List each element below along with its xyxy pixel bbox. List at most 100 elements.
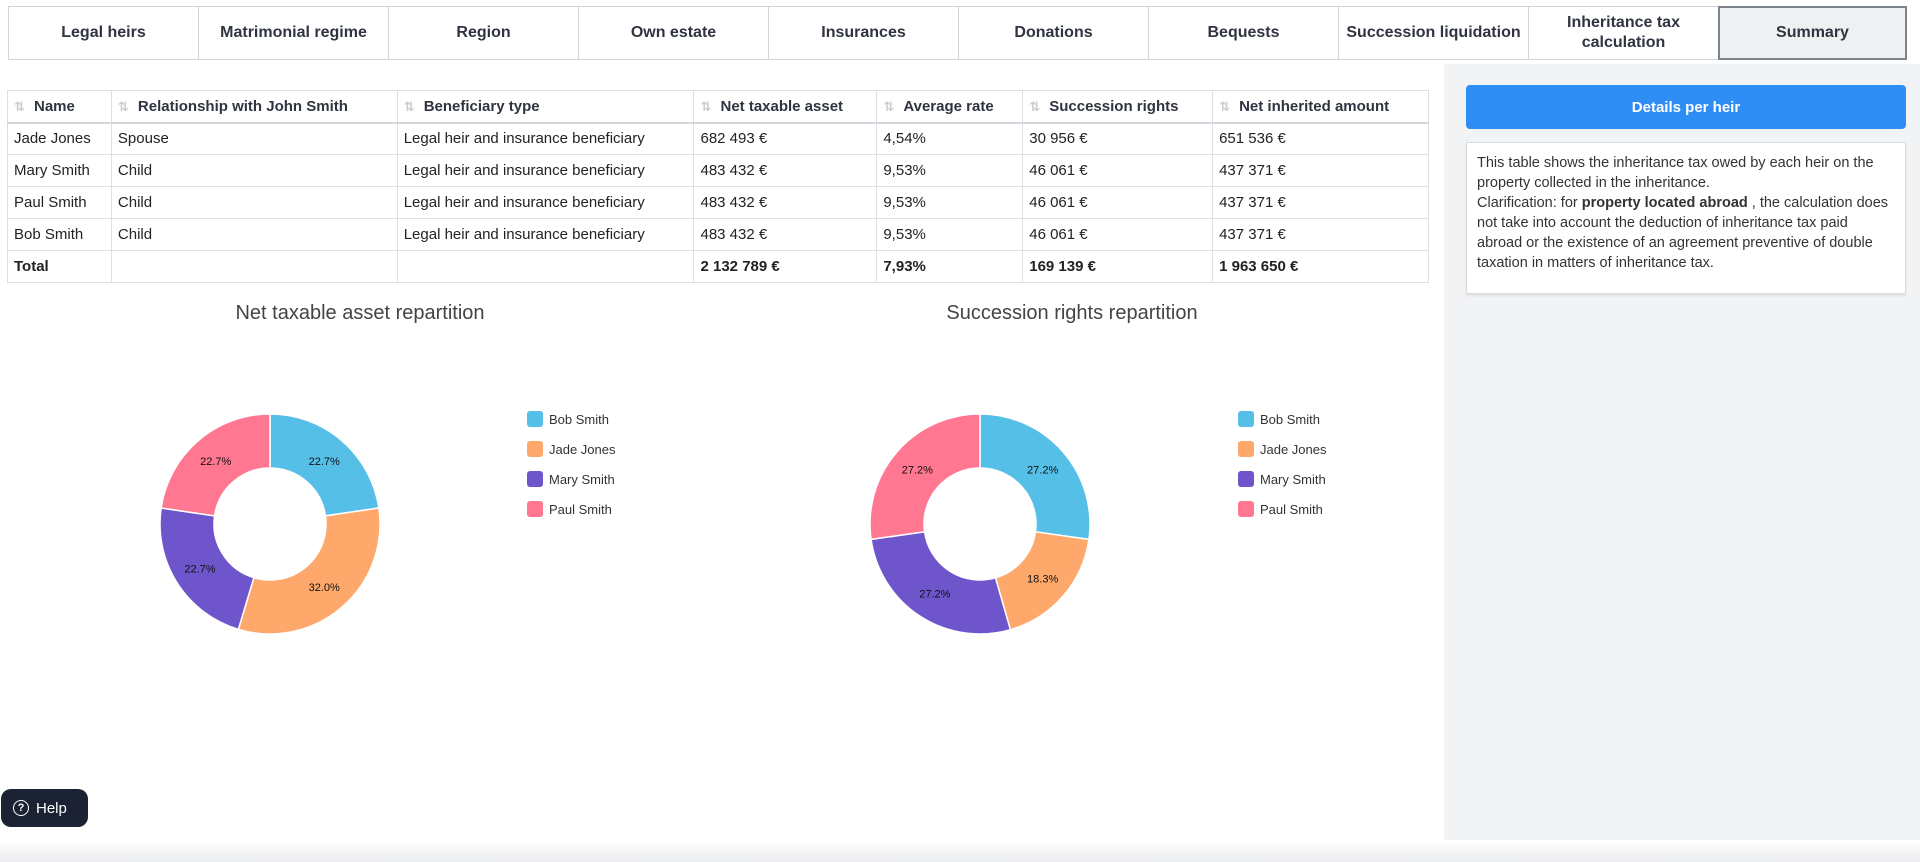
legend-label: Bob Smith bbox=[549, 411, 609, 427]
legend-item[interactable]: Bob Smith bbox=[1238, 404, 1327, 434]
legend-swatch bbox=[527, 471, 543, 487]
slice-value-label: 27.2% bbox=[919, 589, 950, 601]
tab-inheritance-tax-calculation[interactable]: Inheritance tax calculation bbox=[1528, 6, 1719, 60]
sort-icon[interactable]: ⇅ bbox=[1029, 98, 1040, 114]
legend-swatch bbox=[1238, 501, 1254, 517]
legend-label: Paul Smith bbox=[1260, 501, 1323, 517]
donut-slice-jade-jones[interactable] bbox=[237, 507, 381, 635]
table-cell: 682 493 € bbox=[693, 122, 878, 155]
chart-legend-net-taxable-asset: Bob Smith Jade Jones Mary Smith Paul Smi… bbox=[527, 404, 616, 524]
legend-item[interactable]: Bob Smith bbox=[527, 404, 616, 434]
donut-slice-bob-smith[interactable] bbox=[269, 413, 380, 517]
column-label: Beneficiary type bbox=[423, 97, 540, 115]
table-cell: 651 536 € bbox=[1212, 122, 1429, 155]
column-label: Succession rights bbox=[1049, 97, 1179, 115]
tab-region[interactable]: Region bbox=[388, 6, 579, 60]
legend-swatch bbox=[1238, 441, 1254, 457]
slice-value-label: 18.3% bbox=[1027, 573, 1058, 585]
donut-chart-net-taxable-asset: 22.7% 32.0% 22.7% 22.7% bbox=[159, 413, 381, 635]
column-label: Net taxable asset bbox=[720, 97, 844, 115]
table-cell: 4,54% bbox=[876, 122, 1024, 155]
tab-succession-liquidation[interactable]: Succession liquidation bbox=[1338, 6, 1529, 60]
column-header-beneficiary-type[interactable]: ⇅ Beneficiary type bbox=[396, 90, 695, 124]
sort-icon[interactable]: ⇅ bbox=[403, 98, 415, 114]
donut-slice-mary-smith[interactable] bbox=[159, 507, 255, 631]
table-cell: Legal heir and insurance beneficiary bbox=[396, 122, 695, 155]
donut-slice-bob-smith[interactable] bbox=[979, 413, 1091, 541]
slice-value-label: 22.7% bbox=[200, 456, 231, 468]
question-circle-icon: ? bbox=[13, 800, 29, 816]
sort-icon[interactable]: ⇅ bbox=[700, 98, 711, 114]
table-cell: 46 061 € bbox=[1022, 186, 1214, 219]
table-cell: Spouse bbox=[110, 122, 398, 155]
column-header-succession-rights[interactable]: ⇅ Succession rights bbox=[1022, 90, 1214, 124]
tab-matrimonial-regime[interactable]: Matrimonial regime bbox=[198, 6, 389, 60]
help-label: Help bbox=[36, 799, 67, 817]
table-row: Mary Smith Child Legal heir and insurance … bbox=[7, 154, 1429, 187]
table-cell: 437 371 € bbox=[1212, 154, 1429, 187]
table-cell bbox=[396, 250, 695, 283]
table-cell: 437 371 € bbox=[1212, 218, 1429, 251]
donut-slice-paul-smith[interactable] bbox=[869, 413, 981, 541]
table-cell bbox=[110, 250, 398, 283]
table-cell: 437 371 € bbox=[1212, 186, 1429, 219]
info-text-clarification: Clarification: for bbox=[1477, 195, 1582, 211]
column-header-net-inherited-amount[interactable]: ⇅ Net inherited amount bbox=[1212, 90, 1429, 124]
table-cell: 169 139 € bbox=[1022, 250, 1214, 283]
chart-legend-succession-rights: Bob Smith Jade Jones Mary Smith Paul Smi… bbox=[1238, 404, 1327, 524]
table-cell: Total bbox=[7, 250, 112, 283]
table-cell: 9,53% bbox=[876, 154, 1024, 187]
legend-item[interactable]: Mary Smith bbox=[1238, 464, 1327, 494]
legend-swatch bbox=[1238, 471, 1254, 487]
slice-value-label: 22.7% bbox=[309, 456, 340, 468]
help-button[interactable]: ? Help bbox=[1, 789, 88, 827]
sort-icon[interactable]: ⇅ bbox=[1219, 98, 1230, 114]
tab-insurances[interactable]: Insurances bbox=[768, 6, 959, 60]
slice-value-label: 22.7% bbox=[184, 564, 215, 576]
column-header-name[interactable]: ⇅ Name bbox=[7, 90, 112, 124]
slice-value-label: 27.2% bbox=[902, 465, 933, 477]
side-panel: Details per heir This table shows the in… bbox=[1444, 64, 1920, 862]
legend-label: Mary Smith bbox=[1260, 471, 1326, 487]
legend-item[interactable]: Jade Jones bbox=[527, 434, 616, 464]
legend-label: Paul Smith bbox=[549, 501, 612, 517]
slice-value-label: 27.2% bbox=[1027, 465, 1058, 477]
legend-label: Jade Jones bbox=[549, 441, 616, 457]
main-content: ⇅ Name ⇅ Relationship with John Smith ⇅ Ben… bbox=[0, 64, 1444, 862]
legend-label: Mary Smith bbox=[549, 471, 615, 487]
details-per-heir-button[interactable]: Details per heir bbox=[1466, 85, 1906, 129]
column-label: Average rate bbox=[903, 97, 994, 115]
column-header-average-rate[interactable]: ⇅ Average rate bbox=[876, 90, 1024, 124]
tab-summary[interactable]: Summary bbox=[1718, 6, 1907, 60]
tab-own-estate[interactable]: Own estate bbox=[578, 6, 769, 60]
tab-donations[interactable]: Donations bbox=[958, 6, 1149, 60]
tab-legal-heirs[interactable]: Legal heirs bbox=[8, 6, 199, 60]
table-row: Paul Smith Child Legal heir and insurance … bbox=[7, 186, 1429, 219]
info-box: This table shows the inheritance tax owe… bbox=[1466, 142, 1906, 294]
tab-inheritance-tax-calculation-label: Inheritance tax calculation bbox=[1567, 14, 1680, 51]
chart-title-succession-rights: Succession rights repartition bbox=[946, 302, 1198, 324]
legend-label: Bob Smith bbox=[1260, 411, 1320, 427]
tab-bequests[interactable]: Bequests bbox=[1148, 6, 1339, 60]
legend-label: Jade Jones bbox=[1260, 441, 1327, 457]
legend-item[interactable]: Paul Smith bbox=[527, 494, 616, 524]
column-header-relationship[interactable]: ⇅ Relationship with John Smith bbox=[110, 90, 398, 124]
table-cell: 7,93% bbox=[876, 250, 1024, 283]
sort-icon[interactable]: ⇅ bbox=[117, 98, 129, 114]
table-cell: Paul Smith bbox=[7, 186, 112, 219]
sort-icon[interactable]: ⇅ bbox=[883, 98, 894, 114]
summary-table: ⇅ Name ⇅ Relationship with John Smith ⇅ Ben… bbox=[7, 90, 1429, 283]
table-cell: 2 132 789 € bbox=[693, 250, 878, 283]
table-cell: Legal heir and insurance beneficiary bbox=[396, 218, 695, 251]
legend-item[interactable]: Jade Jones bbox=[1238, 434, 1327, 464]
column-label: Name bbox=[34, 97, 75, 115]
donut-slice-mary-smith[interactable] bbox=[870, 530, 1012, 635]
info-text-clarification-end: , the calculation does not take into acc… bbox=[1477, 195, 1889, 271]
legend-item[interactable]: Paul Smith bbox=[1238, 494, 1327, 524]
column-header-net-taxable-asset[interactable]: ⇅ Net taxable asset bbox=[693, 90, 878, 124]
table-cell: Child bbox=[110, 154, 398, 187]
table-cell: Bob Smith bbox=[7, 218, 112, 251]
sort-icon[interactable]: ⇅ bbox=[14, 98, 25, 114]
legend-item[interactable]: Mary Smith bbox=[527, 464, 616, 494]
donut-slice-paul-smith[interactable] bbox=[160, 413, 271, 517]
